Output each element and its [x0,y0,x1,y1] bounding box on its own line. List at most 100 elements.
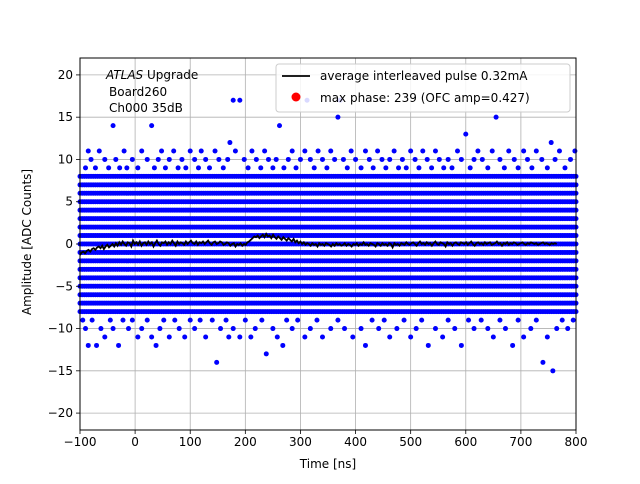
scatter-point [166,334,172,340]
scatter-point [85,342,91,348]
scatter-point [223,317,229,323]
scatter-point [515,165,521,171]
x-axis-label: Time [ns] [299,457,356,471]
scatter-point [102,156,108,162]
scatter-point [479,156,485,162]
scatter-point [285,156,291,162]
scatter-point [493,114,499,120]
scatter-point [335,114,341,120]
scatter-point [197,317,203,323]
scatter-point [332,156,338,162]
scatter-point [83,326,89,332]
scatter-point [539,156,545,162]
scatter-point [171,148,177,154]
x-tick-label: 600 [454,435,477,449]
scatter-point [237,334,243,340]
scatter-point [562,165,568,171]
scatter-point [416,165,422,171]
scatter-point [420,148,426,154]
scatter-point [408,334,414,340]
scatter-point [220,165,226,171]
scatter-point [135,165,141,171]
scatter-point [381,317,387,323]
scatter-point [230,326,236,332]
scatter-point [342,326,348,332]
annotation-block: ATLAS Upgrade Board260 Ch000 35dB [105,68,198,115]
scatter-point [121,148,127,154]
scatter-point [425,342,431,348]
scatter-point [467,165,473,171]
scatter-point [399,156,405,162]
axis-ticks: −100 0 100 200 300 400 500 600 700 800−20−15−10−5… [48,68,588,449]
scatter-point [567,156,573,162]
scatter-point [521,148,527,154]
scatter-point [302,148,308,154]
scatter-point [540,359,546,365]
scatter-point [155,156,161,162]
scatter-point [350,334,356,340]
scatter-point [366,156,372,162]
scatter-point [370,165,376,171]
scatter-point [432,148,438,154]
scatter-point [172,317,178,323]
scatter-point [307,156,313,162]
scatter-point [458,342,464,348]
scatter-point [245,165,251,171]
x-tick-label: 700 [509,435,532,449]
scatter-point [297,156,303,162]
scatter-point [176,326,182,332]
scatter-point [89,317,95,323]
scatter-point [394,326,400,332]
scatter-point [113,156,119,162]
scatter-point [157,326,163,332]
scatter-point [289,148,295,154]
scatter-point [463,131,469,137]
scatter-point [92,165,98,171]
annotation-atlas: ATLAS [105,68,144,82]
scatter-point [110,123,116,129]
scatter-point [151,165,157,171]
scatter-point [153,342,159,348]
scatter-point [387,334,393,340]
scatter-point [280,342,286,348]
scatter-point [149,123,155,129]
scatter-point [80,317,86,323]
scatter-point [241,156,247,162]
scatter-point [362,148,368,154]
legend-box [275,63,571,113]
scatter-point [471,326,477,332]
scatter-point [117,165,123,171]
scatter-point [192,326,198,332]
scatter-point [379,156,385,162]
scatter-point [230,97,236,103]
scatter-point [265,156,271,162]
scatter-point [497,156,503,162]
x-tick-label: 500 [399,435,422,449]
y-tick-label: −10 [48,322,73,336]
scatter-point [259,317,265,323]
scatter-point [358,165,364,171]
scatter-point [125,326,131,332]
scatter-point [248,334,254,340]
scatter-point [502,326,508,332]
scatter-point [408,148,414,154]
scatter-point [149,334,155,340]
scatter-point [218,326,224,332]
scatter-point [262,148,268,154]
scatter-point [391,148,397,154]
scatter-point [413,326,419,332]
y-axis-label: Amplitude [ADC Counts] [20,169,34,315]
scatter-point [216,156,222,162]
scatter-point [471,156,477,162]
scatter-point [195,165,201,171]
scatter-point [348,148,354,154]
scatter-point [302,334,308,340]
scatter-point [198,148,204,154]
scatter-point [187,317,193,323]
scatter-point [376,326,382,332]
scatter-point [529,165,535,171]
scatter-point [129,156,135,162]
scatter-point [102,334,108,340]
scatter-point [383,165,389,171]
average-pulse-line-layer [79,232,558,256]
